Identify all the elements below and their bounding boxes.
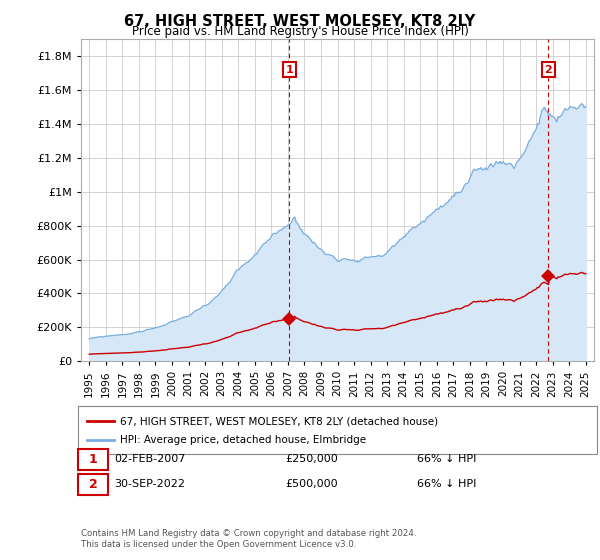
Text: HPI: Average price, detached house, Elmbridge: HPI: Average price, detached house, Elmb…	[120, 435, 366, 445]
Text: 67, HIGH STREET, WEST MOLESEY, KT8 2LY (detached house): 67, HIGH STREET, WEST MOLESEY, KT8 2LY (…	[120, 416, 438, 426]
Text: 2: 2	[89, 478, 97, 491]
Text: 30-SEP-2022: 30-SEP-2022	[114, 479, 185, 489]
Text: £500,000: £500,000	[285, 479, 338, 489]
Text: 66% ↓ HPI: 66% ↓ HPI	[417, 479, 476, 489]
Text: Contains HM Land Registry data © Crown copyright and database right 2024.
This d: Contains HM Land Registry data © Crown c…	[81, 529, 416, 549]
Text: 66% ↓ HPI: 66% ↓ HPI	[417, 454, 476, 464]
Text: 02-FEB-2007: 02-FEB-2007	[114, 454, 185, 464]
Text: 1: 1	[286, 65, 293, 74]
Text: Price paid vs. HM Land Registry's House Price Index (HPI): Price paid vs. HM Land Registry's House …	[131, 25, 469, 38]
Text: 2: 2	[545, 65, 553, 74]
Text: £250,000: £250,000	[285, 454, 338, 464]
Text: 67, HIGH STREET, WEST MOLESEY, KT8 2LY: 67, HIGH STREET, WEST MOLESEY, KT8 2LY	[124, 14, 476, 29]
Text: 1: 1	[89, 452, 97, 466]
